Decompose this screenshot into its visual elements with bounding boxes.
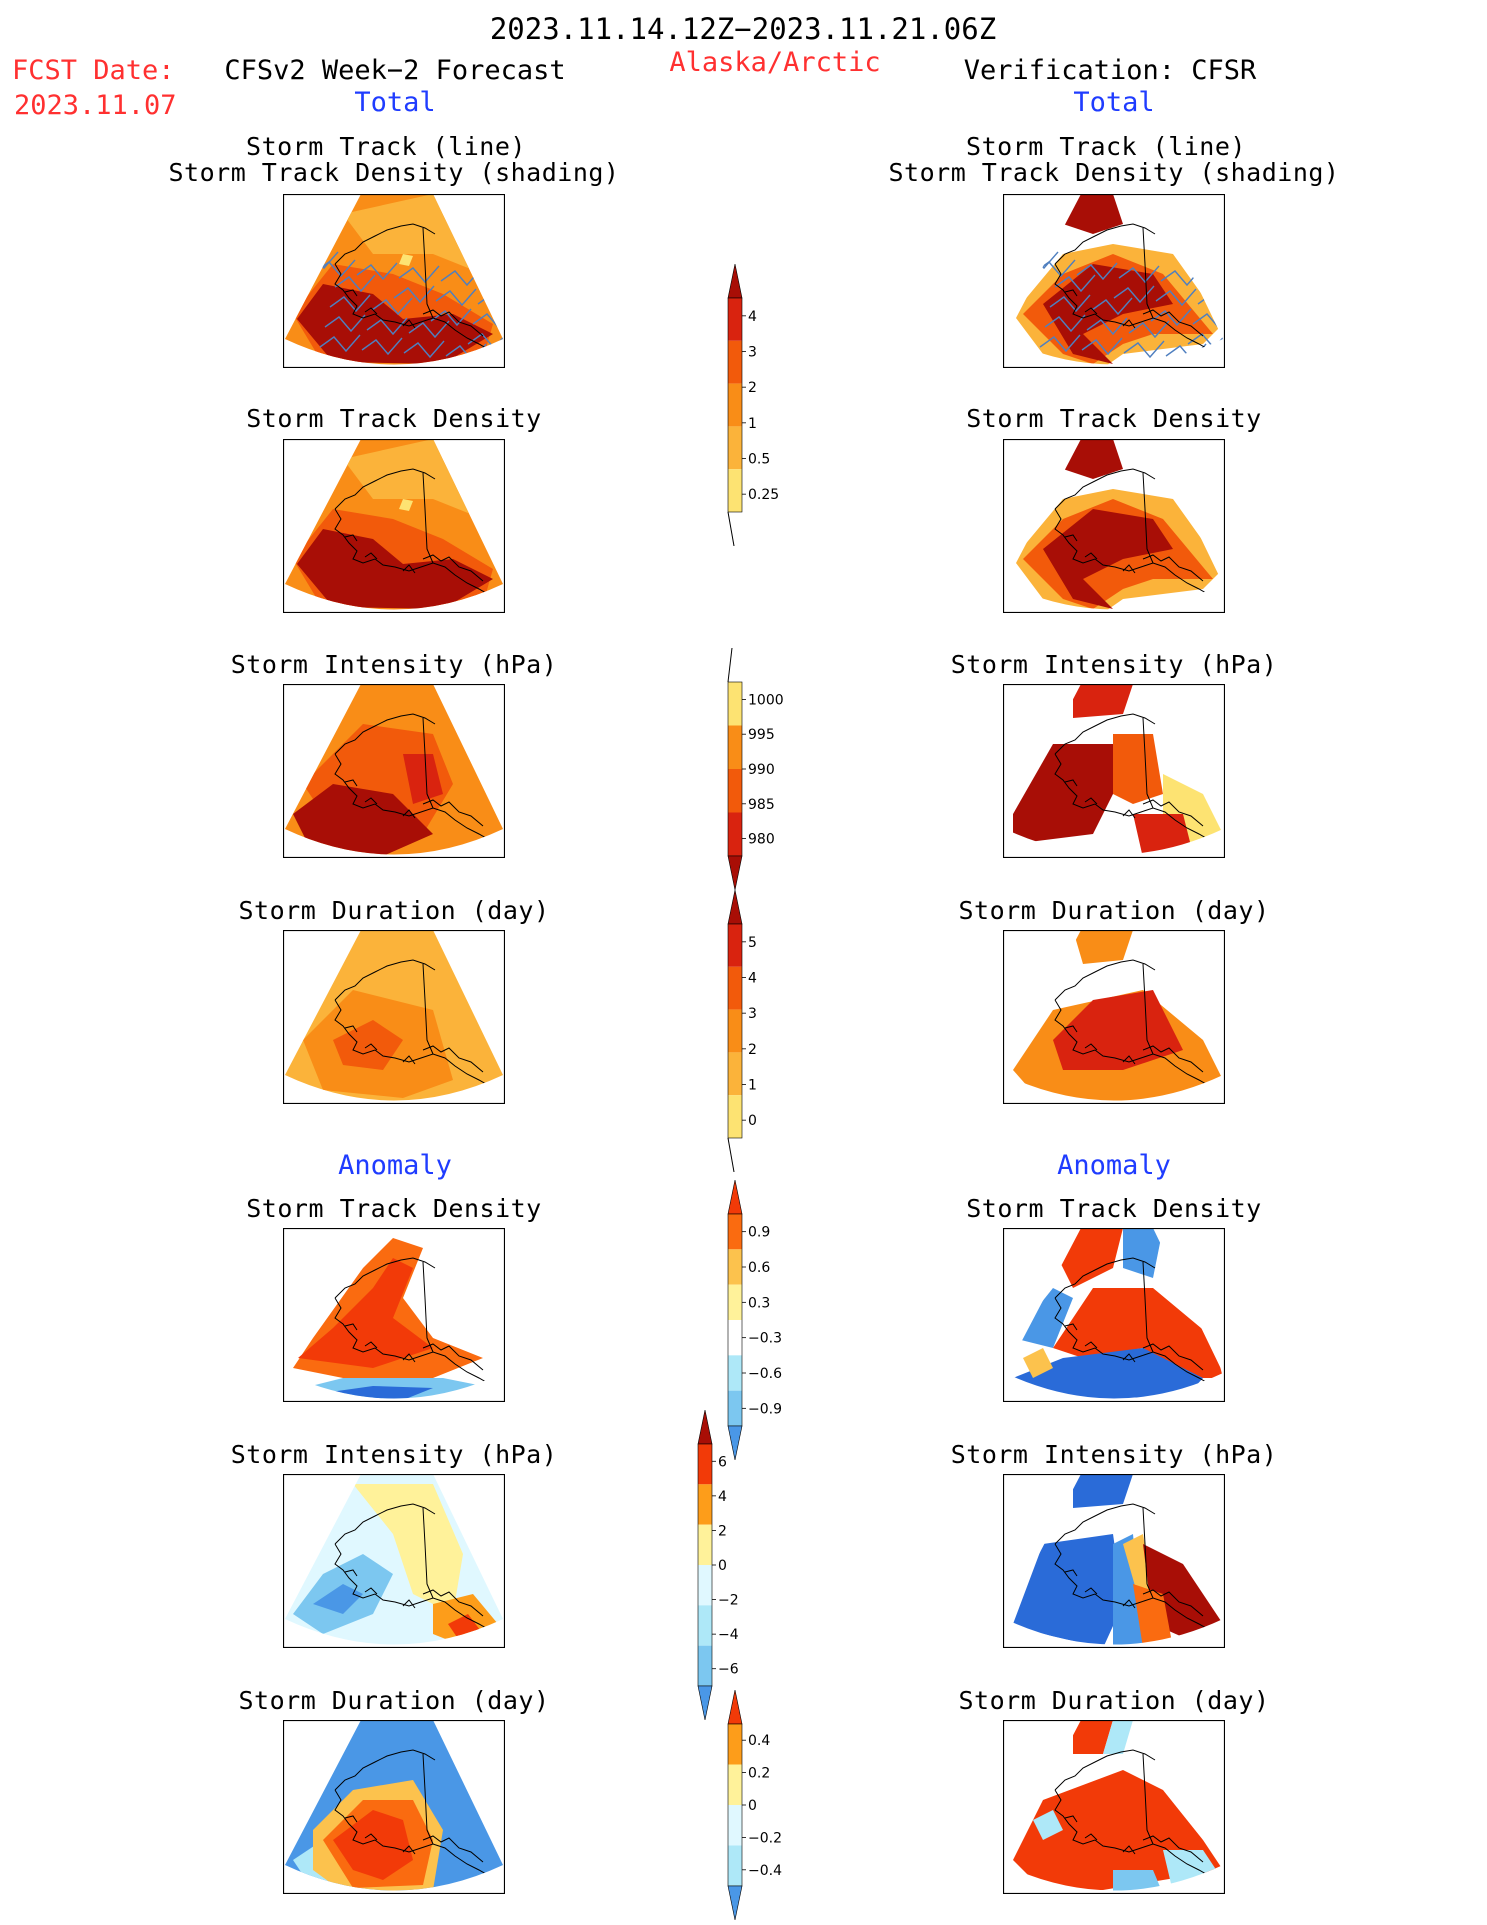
map-fcst-intensity bbox=[283, 684, 505, 858]
title-track-line-r1: Storm Track (line) bbox=[966, 132, 1246, 161]
map-verif-duration bbox=[1003, 930, 1225, 1104]
colorbar-tick-label: 1 bbox=[748, 1078, 757, 1094]
title-anom-duration-l: Storm Duration (day) bbox=[238, 1686, 550, 1715]
title-anom-density-l: Storm Track Density bbox=[246, 1194, 542, 1223]
map-verif-anom-density bbox=[1003, 1228, 1225, 1402]
title-intensity-l: Storm Intensity (hPa) bbox=[230, 650, 558, 679]
colorbar-tick-label: 0.4 bbox=[748, 1733, 770, 1749]
colorbar-tick-label: 0.25 bbox=[748, 487, 779, 503]
map-verif-anom-duration bbox=[1003, 1720, 1225, 1894]
title-anom-intensity-l: Storm Intensity (hPa) bbox=[230, 1440, 558, 1469]
colorbar-tick-label: −6 bbox=[718, 1662, 739, 1678]
map-verif-anom-intensity bbox=[1003, 1474, 1225, 1648]
section-total-right: Total bbox=[1073, 87, 1155, 118]
colorbar-tick-label: 5 bbox=[748, 935, 757, 951]
forecast-title: CFSv2 Week−2 Forecast bbox=[224, 55, 566, 86]
title-anom-intensity-r: Storm Intensity (hPa) bbox=[950, 1440, 1278, 1469]
colorbar-tick-label: 0.9 bbox=[748, 1225, 770, 1241]
map-verif-intensity bbox=[1003, 684, 1225, 858]
section-anomaly-left: Anomaly bbox=[338, 1150, 452, 1181]
map-fcst-track-line bbox=[283, 194, 505, 368]
section-total-left: Total bbox=[354, 87, 436, 118]
forecast-period: 2023.11.14.12Z−2023.11.21.06Z bbox=[489, 12, 997, 46]
colorbar-tick-label: −2 bbox=[718, 1593, 739, 1609]
colorbar-tick-label: −0.4 bbox=[748, 1863, 782, 1879]
title-density-r: Storm Track Density bbox=[966, 404, 1262, 433]
colorbar-tick-label: 2 bbox=[718, 1523, 727, 1539]
colorbar-anom-density: 0.9 0.6 0.3 −0.3 −0.6 −0.9 bbox=[727, 1180, 782, 1460]
colorbar-tick-label: 0.2 bbox=[748, 1766, 770, 1782]
title-intensity-r: Storm Intensity (hPa) bbox=[950, 650, 1278, 679]
colorbar-tick-label: 0 bbox=[718, 1558, 727, 1574]
section-anomaly-right: Anomaly bbox=[1057, 1150, 1171, 1181]
map-verif-density bbox=[1003, 439, 1225, 613]
fcst-date-label: FCST Date: bbox=[12, 55, 175, 86]
colorbar-tick-label: 0.5 bbox=[748, 452, 770, 468]
title-density-l: Storm Track Density bbox=[246, 404, 542, 433]
colorbar-tick-label: 0.6 bbox=[748, 1260, 770, 1276]
colorbar-density: 4 3 2 1 0.5 0.25 bbox=[727, 264, 779, 546]
region-title: Alaska/Arctic bbox=[669, 47, 881, 78]
title-anom-duration-r: Storm Duration (day) bbox=[958, 1686, 1270, 1715]
title-track-line-l2: Storm Track Density (shading) bbox=[168, 158, 620, 187]
colorbar-tick-label: 2 bbox=[748, 380, 757, 396]
colorbar-tick-label: 4 bbox=[748, 309, 757, 325]
colorbar-tick-label: 2 bbox=[748, 1042, 757, 1058]
colorbar-tick-label: 985 bbox=[748, 797, 775, 813]
map-fcst-density bbox=[283, 439, 505, 613]
colorbar-tick-label: 6 bbox=[718, 1454, 727, 1470]
title-track-line-l1: Storm Track (line) bbox=[246, 132, 526, 161]
colorbar-tick-label: 0.3 bbox=[748, 1295, 770, 1311]
colorbar-duration: 5 4 3 2 1 0 bbox=[727, 890, 757, 1172]
colorbar-tick-label: 980 bbox=[748, 832, 775, 848]
map-fcst-anom-intensity bbox=[283, 1474, 505, 1648]
colorbar-tick-label: 990 bbox=[748, 762, 775, 778]
title-anom-density-r: Storm Track Density bbox=[966, 1194, 1262, 1223]
colorbar-tick-label: −0.3 bbox=[748, 1331, 782, 1347]
colorbar-anom-intensity: 6 4 2 0 −2 −4 −6 bbox=[697, 1410, 739, 1720]
colorbar-tick-label: 1 bbox=[748, 416, 757, 432]
title-track-line-r2: Storm Track Density (shading) bbox=[888, 158, 1340, 187]
map-fcst-anom-density bbox=[283, 1228, 505, 1402]
colorbar-tick-label: 0 bbox=[748, 1113, 757, 1129]
colorbar-tick-label: −4 bbox=[718, 1627, 739, 1643]
title-duration-l: Storm Duration (day) bbox=[238, 896, 550, 925]
title-duration-r: Storm Duration (day) bbox=[958, 896, 1270, 925]
colorbar-tick-label: 3 bbox=[748, 1006, 757, 1022]
colorbar-tick-label: 1000 bbox=[748, 692, 784, 708]
colorbar-tick-label: −0.9 bbox=[748, 1401, 782, 1417]
map-fcst-duration bbox=[283, 930, 505, 1104]
fcst-date-value: 2023.11.07 bbox=[14, 90, 177, 121]
colorbar-tick-label: 4 bbox=[748, 971, 757, 987]
colorbar-intensity: 1000 995 990 985 980 bbox=[727, 648, 784, 890]
colorbar-tick-label: −0.6 bbox=[748, 1366, 782, 1382]
colorbar-tick-label: 4 bbox=[718, 1489, 727, 1505]
map-fcst-anom-duration bbox=[283, 1720, 505, 1894]
colorbar-tick-label: 995 bbox=[748, 727, 775, 743]
colorbar-tick-label: 3 bbox=[748, 345, 757, 361]
verification-title: Verification: CFSR bbox=[963, 55, 1257, 86]
map-verif-track-line bbox=[1003, 194, 1225, 368]
colorbar-tick-label: 0 bbox=[748, 1798, 757, 1814]
colorbar-tick-label: −0.2 bbox=[748, 1830, 782, 1846]
colorbar-anom-duration: 0.4 0.2 0 −0.2 −0.4 bbox=[727, 1690, 782, 1920]
